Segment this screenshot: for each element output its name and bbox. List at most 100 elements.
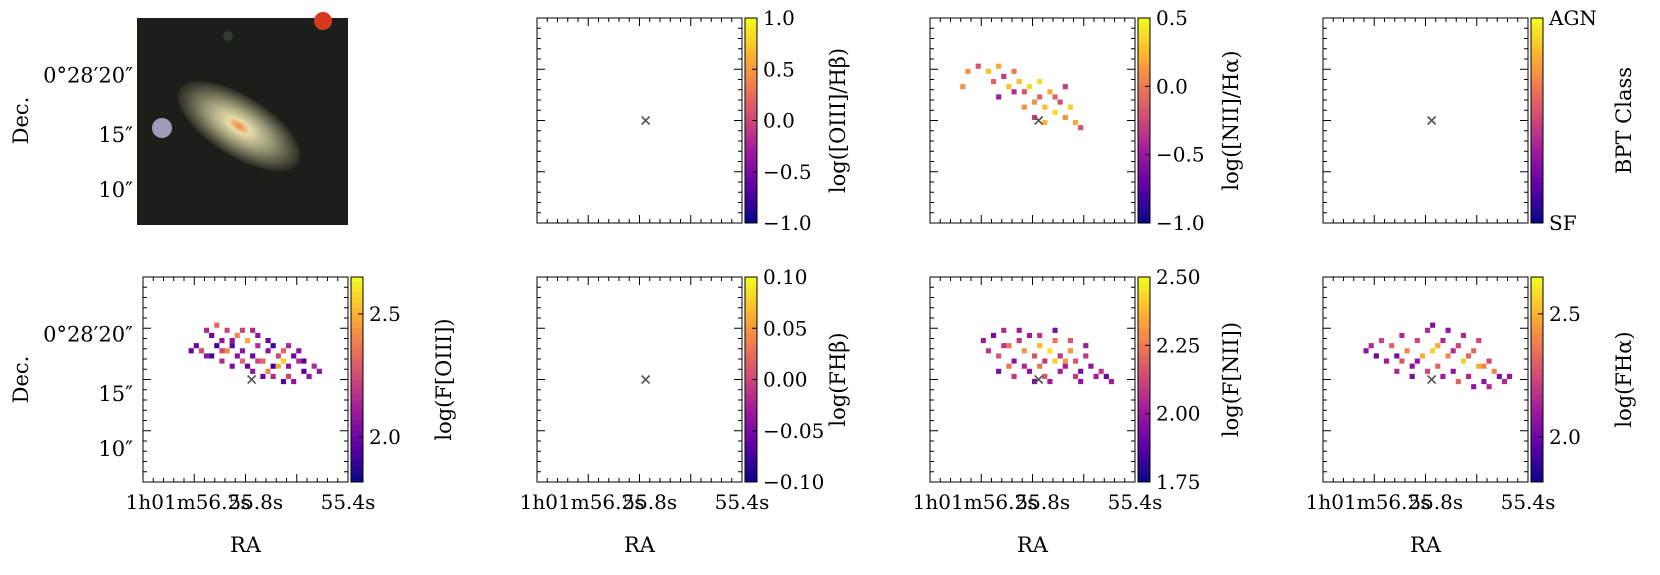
colorbar-cell [1531,120,1543,127]
data-pixel [219,338,225,344]
colorbar-cell [745,343,757,350]
colorbar-cell [1138,53,1150,60]
colorbar-cell [745,369,757,375]
colorbar-tick-label: 0.10 [763,265,808,289]
colorbar-tick-label: 1.75 [1156,470,1201,494]
x-axis-label: RA [230,533,262,557]
colorbar-cell [1531,318,1543,324]
colorbar-cell [1531,197,1543,203]
colorbar-cell [1138,69,1150,75]
colorbar-cell [351,420,363,427]
colorbar-cell [351,307,363,314]
data-pixel [996,94,1002,100]
data-pixel [1011,68,1017,74]
colorbar-cell [1531,359,1543,365]
data-pixel [286,343,292,349]
data-pixel [1042,358,1048,364]
data-pixel [260,373,266,379]
data-pixel [229,343,235,349]
colorbar-cell [1531,171,1543,178]
colorbar-tick-label: −0.5 [763,160,812,184]
data-pixel [996,353,1002,359]
center-marker [1034,115,1044,126]
colorbar-cell [745,471,757,478]
colorbar-cell [1531,151,1543,157]
data-pixel [1394,353,1400,359]
colorbar-cell [1531,43,1543,50]
colorbar-cell [1138,374,1150,380]
colorbar-label: log([OIII]/Hβ) [826,48,850,193]
colorbar-cell [1138,425,1150,432]
colorbar-cell [1138,89,1150,96]
x-tick-label: 55.8s [1408,490,1463,514]
data-pixel [1021,89,1027,95]
data-pixel [1021,363,1027,369]
x-tick-label: 1h01m56.2s [913,490,1038,514]
colorbar-cell [1531,74,1543,80]
colorbar-cell [1138,18,1150,24]
colorbar-cell [351,441,363,447]
data-pixel [1486,384,1492,390]
data-pixel [275,353,281,359]
colorbar-cell [1138,110,1150,116]
colorbar-cell [1138,151,1150,157]
data-pixel [1011,89,1017,95]
data-pixel [1455,379,1461,385]
colorbar-cell [1138,43,1150,50]
center-marker [247,374,257,385]
data-pixel [1507,373,1513,379]
data-pixel [229,338,235,344]
data-pixel [1363,348,1369,354]
colorbar-tick-label: 2.5 [369,302,401,326]
colorbar-tick-label: −0.05 [763,419,824,443]
colorbar-cell [1138,353,1150,360]
data-pixel [301,358,307,364]
x-tick-label: 55.4s [1108,490,1163,514]
x-axis-label: RA [624,533,656,557]
colorbar-cell [1531,182,1543,188]
panel-p-oiii-hb: 1.0 0.5 0.0 −0.5 −1.0 log([OIII]/Hβ) [536,6,850,235]
colorbar-cell [1138,38,1150,45]
plot-frame [1322,17,1529,224]
colorbar-cell [1138,192,1150,198]
colorbar-cell [745,379,757,386]
data-pixel [1032,353,1038,359]
colorbar-cell [1138,48,1150,55]
data-pixel [1083,343,1089,349]
data-pixel [1481,379,1487,385]
y-axis-label: Dec. [9,356,33,404]
data-pixel [1373,353,1379,359]
data-pixel [214,322,220,328]
colorbar-cell [1531,369,1543,375]
colorbar-tick-label: −1.0 [1156,211,1205,235]
colorbar-cell [1531,456,1543,462]
colorbar-tick-label: 0.5 [1156,6,1188,30]
colorbar-cell [1531,374,1543,380]
colorbar-cell [1138,384,1150,391]
colorbar-cell [745,451,757,457]
data-pixel [1486,358,1492,364]
x-tick-label: 55.4s [1501,490,1556,514]
data-pixel [1389,343,1395,349]
colorbar-cell [745,115,757,121]
data-pixel [1052,327,1058,333]
colorbar-cell [1531,430,1543,437]
colorbar-cell [1531,202,1543,209]
plot-frame [536,276,743,483]
colorbar-cell [745,110,757,116]
data-pixel [985,348,991,354]
colorbar-cell [1531,328,1543,334]
colorbar-cell [1531,451,1543,457]
colorbar-cell [745,38,757,45]
colorbar-cell [1531,156,1543,162]
data-pixel [965,68,971,74]
colorbar-cell [1531,446,1543,452]
colorbar-cell [351,338,363,345]
colorbar-frame [350,276,364,483]
data-pixel [1037,343,1043,349]
colorbar-cell [351,323,363,329]
colorbar-cell [1531,461,1543,468]
data-pixel [286,373,292,379]
x-tick-label: 1h01m56.2s [126,490,251,514]
colorbar-cell [1138,130,1150,137]
